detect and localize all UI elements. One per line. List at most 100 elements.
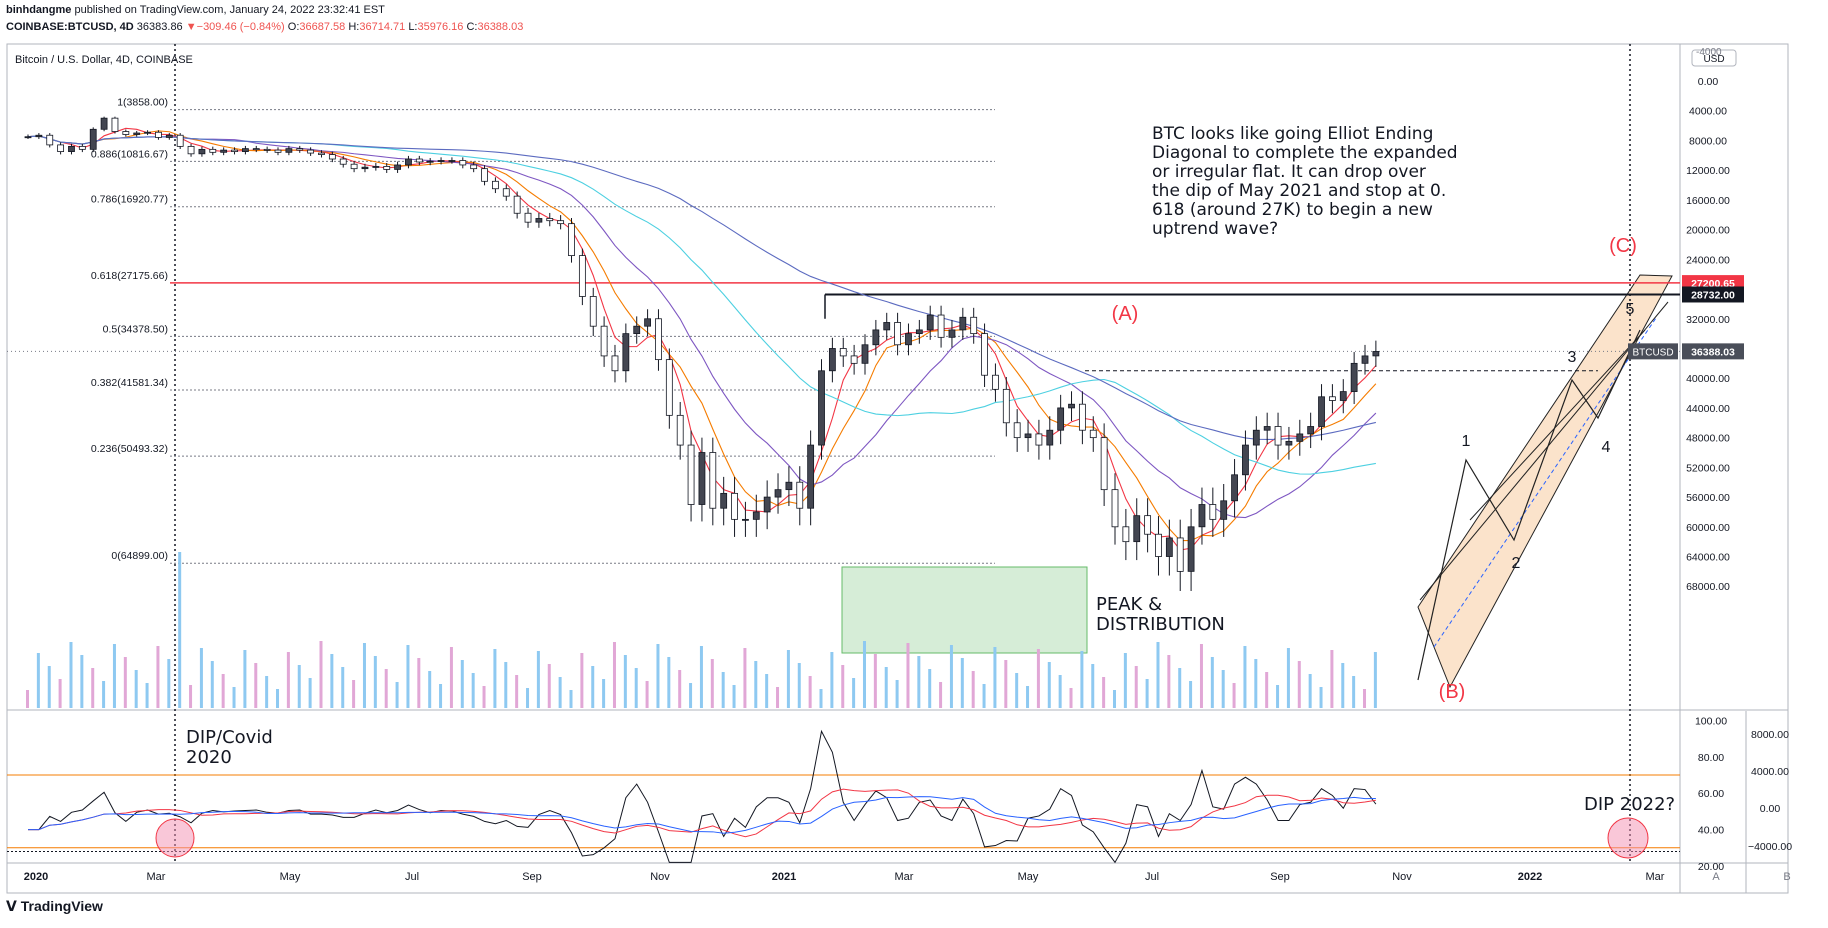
- tradingview-footer[interactable]: ᐯ TradingView: [6, 898, 103, 915]
- scale-button-a[interactable]: A: [1712, 871, 1720, 883]
- wave-a-label: (A): [1112, 303, 1139, 325]
- volume-bar: [232, 687, 236, 708]
- volume-bar: [91, 668, 95, 708]
- time-tick-label: Jul: [405, 871, 419, 883]
- symbol-tag-text: BTCUSD: [1632, 347, 1673, 358]
- ending-diagonal-channel[interactable]: [1417, 274, 1673, 689]
- price-tick-label: 68000.00: [1686, 581, 1730, 593]
- price-axis[interactable]: 0.00 4000.00 8000.00 12000.00 16000.00 20000.…: [1686, 47, 1730, 593]
- volume-bar: [786, 650, 790, 708]
- price-tick-label: 48000.00: [1686, 433, 1730, 445]
- candle-body: [1198, 504, 1206, 528]
- volume-bar: [623, 655, 627, 708]
- volume-bar: [754, 661, 758, 708]
- candle-body: [926, 314, 934, 331]
- volume-bar: [852, 678, 856, 708]
- wave-2-label: 2: [1512, 555, 1521, 572]
- volume-bar: [134, 670, 138, 708]
- volume-bar: [526, 688, 530, 708]
- candle-body: [133, 132, 141, 135]
- candle-body: [665, 359, 673, 416]
- time-axis[interactable]: 2020 Mar May Jul Sep Nov 2021 Mar May Jul Sep Nov 20…: [24, 871, 1665, 883]
- time-tick-label: Jul: [1145, 871, 1159, 883]
- osc-signal-line: [28, 788, 1376, 838]
- time-tick-label: May: [1018, 871, 1039, 883]
- volume-bar: [1199, 644, 1203, 708]
- analysis-line-1: BTC looks like going Elliot Ending: [1152, 124, 1433, 144]
- volume-bar: [1178, 668, 1182, 708]
- volume-bar: [949, 645, 953, 708]
- volume-bar: [1091, 664, 1095, 708]
- volume-bar: [1319, 687, 1323, 708]
- candle-body: [1350, 362, 1358, 392]
- wave-path[interactable]: [1417, 329, 1641, 681]
- candle-body: [57, 144, 65, 152]
- dip-2022-circle: [1607, 817, 1649, 859]
- volume-bar: [199, 648, 203, 708]
- volume-bar: [732, 685, 736, 708]
- dip-covid-circle: [155, 818, 195, 858]
- volume-bar: [1167, 655, 1171, 708]
- high-label: H:: [348, 21, 360, 33]
- candle-body: [24, 136, 32, 139]
- volume-bar: [1058, 675, 1062, 708]
- high-value: 36714.71: [359, 21, 406, 33]
- candle-body: [1252, 429, 1260, 446]
- volume-bar: [569, 690, 573, 708]
- candle-body: [948, 329, 956, 338]
- osc-right-tick: 0.00: [1760, 803, 1781, 815]
- candle-body: [557, 220, 565, 225]
- volume-bar: [156, 646, 160, 708]
- candle-body: [1220, 500, 1228, 520]
- osc-left-tick: 100.00: [1695, 715, 1727, 727]
- pane-title: Bitcoin / U.S. Dollar, 4D, COINBASE: [15, 54, 193, 66]
- volume-bar: [612, 642, 616, 708]
- volume-bar: [26, 690, 29, 708]
- analysis-line-3: or irregular flat. It can drop over: [1152, 162, 1426, 182]
- moving-average-line: [27, 130, 1377, 542]
- candle-body: [1176, 537, 1184, 572]
- volume-bar: [493, 649, 497, 708]
- candle-body: [1013, 422, 1021, 439]
- osc-left-tick: 40.00: [1698, 825, 1724, 837]
- peak-distribution-box[interactable]: [841, 566, 1088, 654]
- candle-body: [742, 518, 749, 521]
- candle-body: [426, 160, 434, 163]
- time-tick-label: 2022: [1518, 871, 1542, 883]
- candle-body: [1307, 426, 1315, 435]
- scale-button-b[interactable]: B: [1783, 871, 1790, 883]
- low-value: 35976.16: [417, 21, 464, 33]
- volume-bar: [112, 644, 116, 708]
- volume-bar: [1036, 649, 1040, 708]
- volume-bar: [841, 665, 845, 708]
- time-tick-label: Nov: [650, 871, 670, 883]
- currency-button[interactable]: [1691, 49, 1737, 67]
- candle-body: [568, 223, 575, 257]
- volume-bar: [873, 654, 877, 708]
- candle-body: [176, 134, 184, 147]
- candle-body: [405, 158, 412, 166]
- volume-bar: [1210, 657, 1214, 708]
- time-tick-label: Mar: [895, 871, 914, 883]
- candle-body: [165, 134, 173, 138]
- candle-body: [1329, 396, 1336, 401]
- candle-body: [839, 348, 847, 357]
- volume-bar: [1123, 653, 1127, 708]
- fib-label: 0(64899.00): [111, 550, 168, 562]
- volume-bar: [1232, 683, 1236, 708]
- volume-bar: [417, 658, 421, 708]
- candles: [24, 116, 1380, 591]
- volume-bar: [634, 668, 638, 708]
- moving-average-line: [27, 135, 1377, 519]
- close-value: 36388.03: [477, 21, 524, 33]
- candle-body: [155, 131, 162, 138]
- candle-body: [318, 152, 325, 155]
- publisher-name[interactable]: binhdangme: [6, 4, 72, 16]
- analysis-line-6: uptrend wave?: [1152, 219, 1278, 239]
- volume-bar: [1189, 681, 1193, 708]
- analysis-line-4: the dip of May 2021 and stop at 0.: [1152, 181, 1446, 201]
- candle-body: [818, 370, 825, 446]
- wave-c-label: (C): [1609, 235, 1637, 257]
- candle-body: [589, 296, 597, 327]
